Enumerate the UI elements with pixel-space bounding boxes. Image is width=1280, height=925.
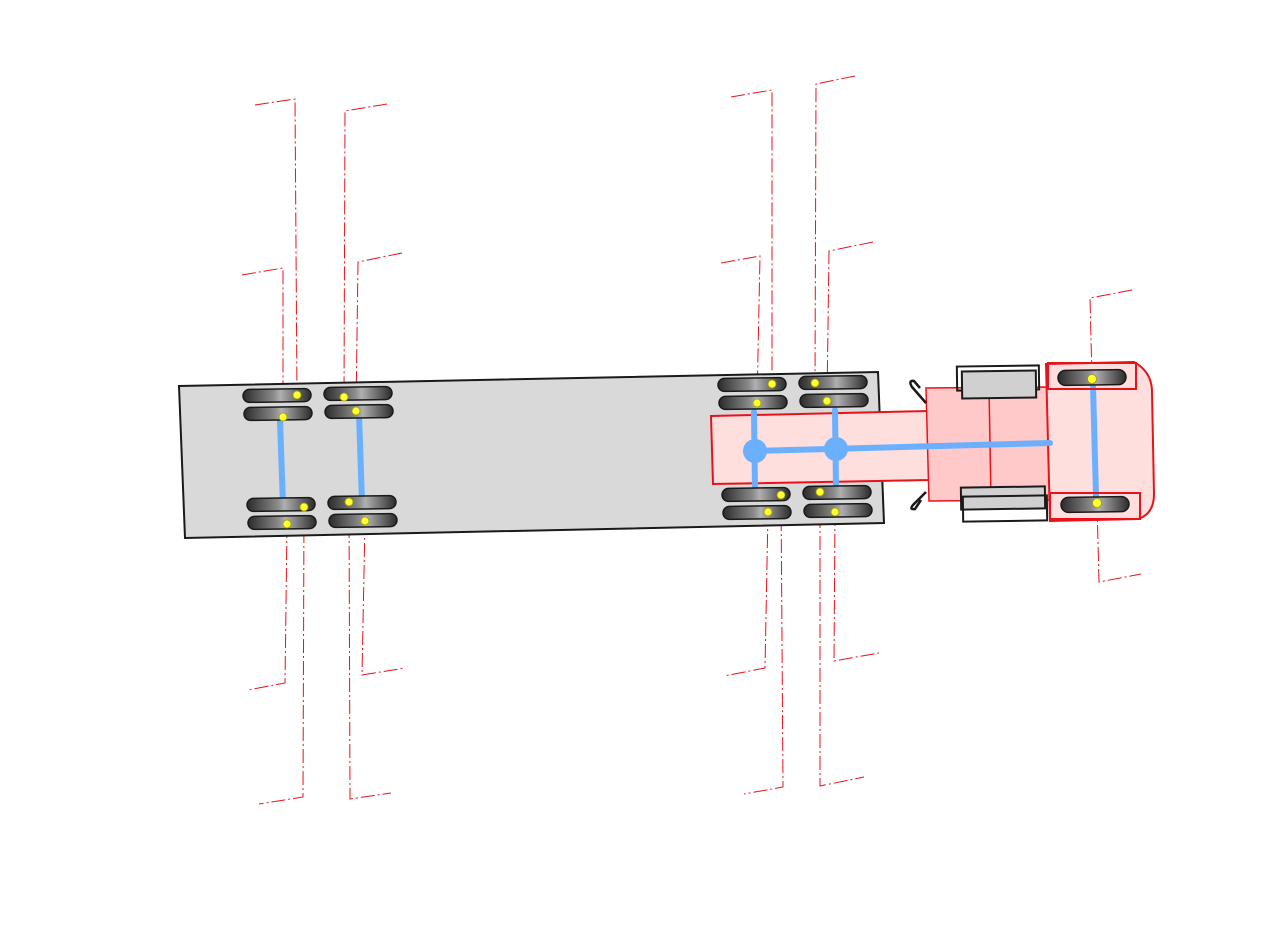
ref-line-drive-axle2-top-inner	[826, 241, 874, 402]
ref-line-trailer-axle2-top-outer	[343, 103, 388, 398]
contact-points	[278, 374, 1102, 529]
contact-point	[810, 378, 820, 388]
wheel	[243, 405, 313, 422]
contact-point	[815, 487, 825, 497]
reference-lines	[241, 75, 1142, 805]
ref-line-drive-axle1-top-inner	[720, 255, 761, 404]
contact-point	[339, 392, 349, 402]
contact-point	[292, 390, 302, 400]
wheel	[722, 504, 792, 521]
drive-shaft	[752, 440, 1053, 454]
ref-line-drive-axle2-bottom-inner	[833, 511, 880, 662]
wheel	[802, 484, 872, 501]
differential-1	[743, 439, 767, 463]
ref-line-drive-axle2-bottom-outer	[819, 492, 865, 787]
wheel	[721, 486, 791, 503]
ref-line-drive-axle1-bottom-outer	[743, 494, 784, 795]
contact-point	[344, 497, 354, 507]
trailer-axle-1	[277, 417, 286, 509]
wheel	[327, 494, 397, 511]
contact-point	[1087, 374, 1097, 384]
ref-line-trailer-axle1-top-inner	[241, 267, 284, 417]
wheel	[798, 374, 868, 391]
contact-point	[360, 516, 370, 526]
contact-point	[752, 398, 762, 408]
wheel	[323, 385, 393, 402]
trailer-axle-2	[356, 411, 365, 505]
ref-line-trailer-axle1-bottom-outer	[258, 506, 305, 805]
wheel	[246, 496, 316, 513]
contact-point	[830, 507, 840, 517]
differential-2	[824, 437, 848, 461]
fuel-tank-top-inner	[960, 369, 1038, 400]
tractor-cab-front	[1044, 360, 1156, 523]
ref-line-trailer-axle1-top-outer	[254, 98, 298, 396]
contact-point	[278, 412, 288, 422]
tractor	[709, 360, 1156, 523]
contact-point	[1092, 498, 1102, 508]
contact-point	[763, 507, 773, 517]
steer-wheel-well-top	[1047, 362, 1137, 390]
mirror-bottom-icon	[910, 491, 927, 511]
ref-line-drive-axle2-top-outer	[814, 75, 856, 384]
contact-point	[351, 406, 361, 416]
ref-line-trailer-axle2-top-inner	[355, 252, 403, 412]
ref-line-drive-axle1-top-outer	[730, 89, 773, 384]
contact-point	[282, 519, 292, 529]
wheel	[799, 392, 869, 409]
fuel-tank-bottom-outer	[961, 494, 1049, 523]
wheel	[247, 514, 317, 531]
ref-line-trailer-axle1-bottom-inner	[247, 523, 288, 691]
ref-line-steer-axle-top	[1089, 289, 1133, 380]
contact-point	[822, 396, 832, 406]
steer-axle	[1090, 383, 1099, 499]
contact-point	[767, 379, 777, 389]
mirror-top-icon	[909, 379, 927, 404]
contact-point	[299, 502, 309, 512]
steer-wheel-well-bottom	[1049, 492, 1141, 520]
ref-line-steer-axle-bottom	[1096, 502, 1142, 583]
ref-line-trailer-axle2-bottom-inner	[361, 520, 406, 676]
ref-line-trailer-axle2-bottom-outer	[348, 501, 392, 800]
ref-line-drive-axle1-bottom-inner	[723, 511, 769, 677]
fuel-tank-bottom	[959, 485, 1047, 511]
contact-point	[776, 490, 786, 500]
